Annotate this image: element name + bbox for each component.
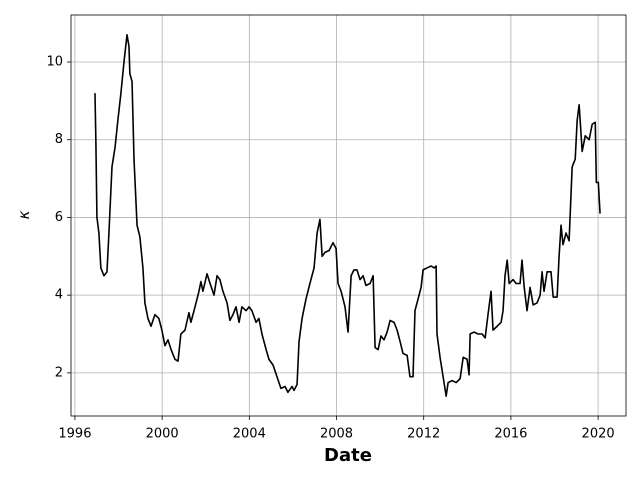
- y-tick-label: 6: [55, 210, 63, 225]
- x-tick-label: 2008: [320, 427, 353, 442]
- y-tick-label: 8: [55, 132, 63, 147]
- x-tick-label: 2012: [407, 427, 440, 442]
- x-tick-label: 2020: [582, 427, 615, 442]
- x-tick-label: 2016: [494, 427, 527, 442]
- axes-frame: [70, 14, 627, 417]
- y-tick-label: 4: [55, 288, 63, 303]
- x-tick-label: 1996: [58, 427, 91, 442]
- y-axis-label: κ: [15, 210, 33, 219]
- y-tick-label: 10: [46, 55, 63, 70]
- y-tick-label: 2: [55, 365, 63, 380]
- x-axis-label: Date: [324, 445, 372, 466]
- x-tick-label: 2004: [233, 427, 266, 442]
- x-tick-label: 2000: [146, 427, 179, 442]
- data-line: [94, 34, 601, 397]
